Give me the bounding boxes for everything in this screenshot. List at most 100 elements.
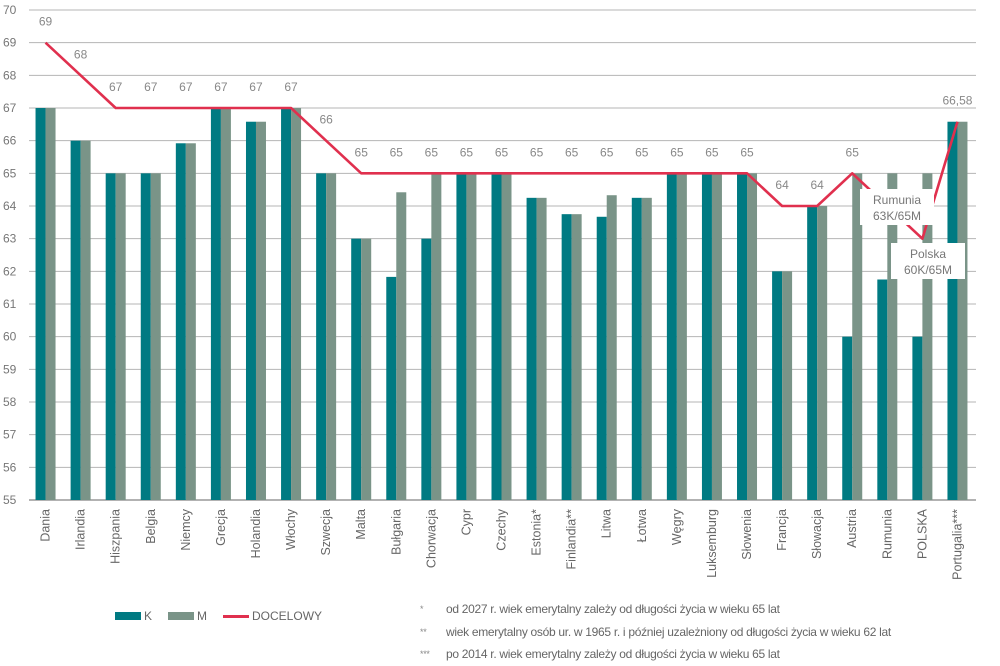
bar-k: [561, 214, 572, 500]
footnote: * od 2027 r. wiek emerytalny zależy od dł…: [420, 598, 891, 621]
footnote-text: po 2014 r. wiek emerytalny zależy od dłu…: [446, 647, 780, 662]
data-label: 67: [249, 80, 263, 94]
y-tick-label: 58: [3, 395, 17, 409]
data-label: 67: [179, 80, 193, 94]
x-tick-label: Czechy: [495, 508, 509, 550]
x-tick-label: Belgia: [144, 509, 158, 544]
x-tick-label: Irlandia: [74, 509, 88, 550]
footnote: ** wiek emerytalny osób ur. w 1965 r. i p…: [420, 621, 891, 644]
bar-m: [115, 173, 126, 501]
bar-m: [606, 195, 617, 500]
bar-m: [536, 197, 547, 501]
x-tick-label: Niemcy: [179, 508, 193, 550]
bar-m: [220, 108, 231, 500]
x-tick-label: Dania: [39, 509, 53, 542]
annotation-box: [891, 243, 965, 279]
x-tick-label: Hiszpania: [109, 509, 123, 564]
data-label: 66: [319, 113, 333, 127]
y-tick-label: 59: [3, 362, 17, 376]
data-label: 66,58: [942, 94, 972, 108]
y-tick-label: 68: [3, 68, 17, 82]
bar-k: [491, 173, 502, 501]
data-label: 65: [846, 145, 860, 159]
x-tick-label: Portugalia***: [950, 509, 964, 580]
y-tick-label: 57: [3, 428, 17, 442]
bar-k: [772, 271, 783, 500]
x-tick-label: Grecja: [214, 509, 228, 546]
x-tick-label: Malta: [354, 509, 368, 540]
bar-m: [676, 173, 687, 501]
bar-k: [175, 143, 186, 500]
footnote: *** po 2014 r. wiek emerytalny zależy od …: [420, 643, 891, 666]
bar-m: [150, 173, 161, 501]
legend-label-k: K: [144, 609, 153, 623]
data-label: 65: [460, 145, 474, 159]
bar-k: [70, 140, 81, 500]
bar-m: [782, 271, 793, 500]
bar-k: [877, 279, 888, 500]
footnote-mark: ***: [420, 649, 430, 660]
bar-k: [701, 173, 712, 501]
bar-m: [571, 214, 582, 500]
bar-k: [947, 121, 958, 500]
bar-k: [105, 173, 116, 501]
bar-k: [807, 206, 818, 500]
annotation-text: Rumunia: [873, 193, 921, 207]
x-tick-label: Rumunia: [880, 509, 894, 559]
data-label: 65: [425, 145, 439, 159]
bar-k: [210, 108, 221, 500]
bar-k: [351, 238, 362, 500]
y-tick-label: 64: [3, 199, 17, 213]
data-label: 65: [495, 145, 509, 159]
annotation-text: 60K/65M: [904, 263, 952, 277]
footnote-mark: *: [420, 604, 424, 615]
data-label: 65: [740, 145, 754, 159]
data-label: 65: [530, 145, 544, 159]
bar-k: [245, 121, 256, 500]
annotation-text: Polska: [910, 247, 946, 261]
bar-m: [45, 108, 56, 500]
x-tick-label: Finlandia**: [565, 509, 579, 570]
bar-m: [887, 173, 898, 501]
bar-m: [185, 143, 196, 500]
data-label: 68: [74, 47, 88, 61]
bar-k: [666, 173, 677, 501]
y-tick-label: 66: [3, 134, 17, 148]
data-label: 64: [775, 178, 789, 192]
x-tick-label: Holandia: [249, 509, 263, 558]
legend-label-m: M: [197, 609, 208, 623]
legend-label-target: DOCELOWY: [252, 609, 323, 623]
bar-k: [631, 197, 642, 501]
y-tick-label: 65: [3, 166, 17, 180]
y-tick-label: 62: [3, 264, 17, 278]
bar-m: [957, 121, 968, 500]
legend: K M DOCELOWY: [115, 609, 338, 623]
bar-m: [641, 197, 652, 501]
bar-m: [466, 173, 477, 501]
data-label: 65: [670, 145, 684, 159]
data-label: 64: [810, 178, 824, 192]
x-tick-label: Francja: [775, 509, 789, 551]
x-tick-label: Łotwa: [635, 509, 649, 542]
y-tick-label: 60: [3, 330, 17, 344]
bar-m: [501, 173, 512, 501]
data-label: 69: [39, 15, 53, 29]
bar-k: [281, 108, 292, 500]
bar-m: [396, 192, 407, 500]
x-tick-label: POLSKA: [915, 508, 929, 559]
footnote-text: od 2027 r. wiek emerytalny zależy od dłu…: [446, 602, 780, 617]
data-label: 65: [355, 145, 369, 159]
bar-k: [842, 336, 853, 500]
bar-k: [526, 197, 537, 501]
footnote-mark: **: [420, 626, 427, 637]
x-tick-label: Słowacja: [810, 509, 824, 559]
bar-m: [747, 173, 758, 501]
x-tick-label: Włochy: [284, 508, 298, 550]
bar-k: [737, 173, 748, 501]
data-label: 67: [109, 80, 123, 94]
y-tick-label: 56: [3, 460, 17, 474]
footnotes: * od 2027 r. wiek emerytalny zależy od dł…: [420, 598, 891, 666]
x-tick-label: Szwecja: [319, 509, 333, 556]
bar-m: [711, 173, 722, 501]
